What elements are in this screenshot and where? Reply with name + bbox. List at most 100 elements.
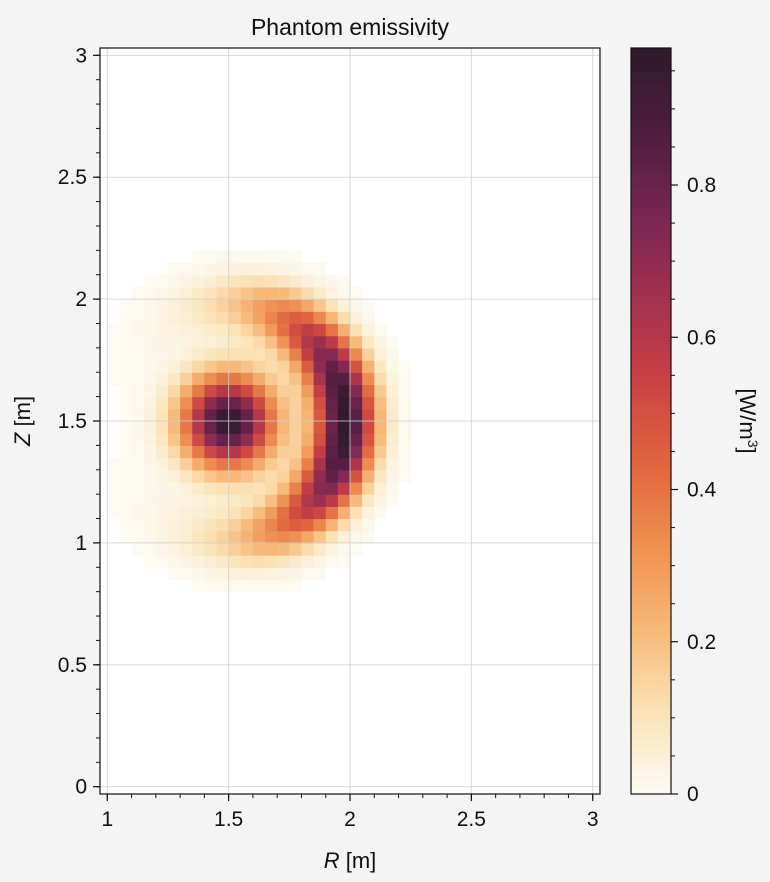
- heatmap-cell: [362, 481, 375, 495]
- x-axis-label: R [m]: [324, 848, 377, 873]
- heatmap-cell: [204, 372, 218, 386]
- heatmap-cell: [228, 250, 242, 264]
- heatmap-cell: [398, 372, 412, 386]
- heatmap-cell: [362, 494, 375, 507]
- heatmap-cell: [313, 555, 327, 568]
- heatmap-cell: [374, 457, 388, 471]
- heatmap-cell: [192, 408, 205, 422]
- heatmap-cell: [216, 433, 230, 446]
- heatmap-cell: [180, 421, 193, 434]
- heatmap-cell: [180, 530, 193, 544]
- heatmap-cell: [325, 518, 339, 532]
- heatmap-cell: [155, 433, 169, 446]
- heatmap-cell: [167, 323, 181, 337]
- heatmap-cell: [252, 469, 266, 483]
- heatmap-cell: [167, 347, 181, 361]
- heatmap-cell: [325, 433, 339, 446]
- heatmap-cell: [155, 360, 169, 373]
- heatmap-cell: [265, 518, 278, 532]
- heatmap-cell: [374, 408, 388, 422]
- heatmap-cell: [216, 481, 230, 495]
- heatmap-cell: [325, 372, 339, 386]
- heatmap-cell: [143, 323, 157, 337]
- heatmap-cell: [289, 457, 303, 471]
- heatmap-cell: [155, 335, 169, 349]
- heatmap-cell: [131, 445, 145, 459]
- heatmap-cell: [301, 421, 315, 434]
- heatmap-cell: [119, 408, 133, 422]
- heatmap-cell: [180, 335, 193, 349]
- heatmap-cell: [374, 347, 388, 361]
- heatmap-cell: [313, 481, 327, 495]
- heatmap-cell: [337, 384, 351, 398]
- heatmap-cell: [155, 299, 169, 312]
- heatmap-cell: [289, 579, 303, 593]
- heatmap-cell: [167, 286, 181, 300]
- heatmap-cell: [143, 335, 157, 349]
- heatmap-cell: [337, 274, 351, 288]
- heatmap-cell: [362, 530, 375, 544]
- heatmap-cell: [180, 286, 193, 300]
- y-axis-label: Z [m]: [10, 396, 35, 447]
- heatmap-cell: [167, 372, 181, 386]
- heatmap-cell: [277, 530, 290, 544]
- heatmap-cell: [289, 555, 303, 568]
- heatmap-cell: [216, 396, 230, 410]
- heatmap-cell: [337, 481, 351, 495]
- heatmap-cell: [240, 335, 254, 349]
- heatmap-cell: [192, 421, 205, 434]
- heatmap-cell: [131, 323, 145, 337]
- heatmap-cell: [192, 396, 205, 410]
- heatmap-cell: [204, 250, 218, 264]
- heatmap-cell: [277, 567, 290, 581]
- heatmap-cell: [180, 311, 193, 325]
- heatmap-cell: [180, 506, 193, 520]
- heatmap-cell: [252, 262, 266, 276]
- heatmap-cell: [192, 360, 205, 373]
- heatmap-cell: [155, 469, 169, 483]
- heatmap-cell: [398, 457, 412, 471]
- heatmap-cell: [107, 347, 121, 361]
- heatmap-cell: [337, 518, 351, 532]
- heatmap-cell: [289, 408, 303, 422]
- heatmap-cell: [289, 323, 303, 337]
- heatmap-cell: [325, 469, 339, 483]
- heatmap-cell: [374, 445, 388, 459]
- heatmap-cell: [216, 360, 230, 373]
- heatmap-cell: [313, 506, 327, 520]
- heatmap-cell: [216, 421, 230, 434]
- heatmap-cell: [240, 323, 254, 337]
- heatmap-cell: [107, 481, 121, 495]
- heatmap-cell: [301, 274, 315, 288]
- heatmap-cell: [374, 506, 388, 520]
- heatmap-cell: [325, 457, 339, 471]
- heatmap-cell: [289, 372, 303, 386]
- heatmap-cell: [167, 433, 181, 446]
- heatmap-cell: [252, 311, 266, 325]
- heatmap-cell: [155, 494, 169, 507]
- heatmap-cell: [252, 567, 266, 581]
- heatmap-cell: [228, 396, 242, 410]
- heatmap-cell: [252, 286, 266, 300]
- heatmap-cell: [313, 445, 327, 459]
- heatmap-cell: [119, 299, 133, 312]
- heatmap-cell: [374, 396, 388, 410]
- heatmap-cell: [277, 457, 290, 471]
- heatmap-cell: [277, 335, 290, 349]
- heatmap-cell: [192, 494, 205, 507]
- heatmap-cell: [167, 555, 181, 568]
- heatmap-cell: [167, 262, 181, 276]
- heatmap-cell: [204, 567, 218, 581]
- y-axis-unit: [m]: [10, 396, 35, 433]
- heatmap-cell: [313, 421, 327, 434]
- heatmap-cell: [143, 299, 157, 312]
- heatmap-cell: [337, 421, 351, 434]
- heatmap-cell: [167, 360, 181, 373]
- heatmap-cell: [374, 360, 388, 373]
- heatmap-cell: [240, 384, 254, 398]
- heatmap-cell: [301, 323, 315, 337]
- heatmap-cell: [204, 481, 218, 495]
- heatmap-cell: [131, 494, 145, 507]
- heatmap-cell: [337, 372, 351, 386]
- heatmap-cell: [192, 457, 205, 471]
